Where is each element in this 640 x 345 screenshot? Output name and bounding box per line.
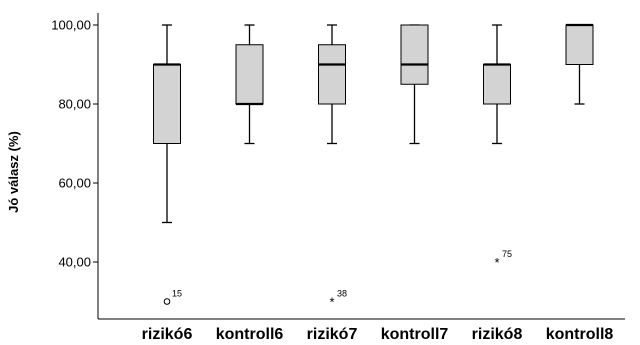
x-tick-label-rizikó6: rizikó6 xyxy=(142,326,193,343)
x-tick-label-kontroll7: kontroll7 xyxy=(381,326,449,343)
outlier-38: *38 xyxy=(329,289,347,310)
y-axis-label: Jó válasz (%) xyxy=(6,131,21,213)
outlier-marker xyxy=(163,298,171,305)
outlier-15: 15 xyxy=(163,289,182,305)
outlier-label: 15 xyxy=(172,289,182,299)
x-tick-label-rizikó8: rizikó8 xyxy=(472,326,523,343)
box-kontroll7 xyxy=(400,24,429,145)
iqr-box xyxy=(400,24,429,85)
box-kontroll6 xyxy=(235,24,264,145)
box-rizikó8 xyxy=(483,24,511,145)
y-tick-label: 80,00 xyxy=(58,97,91,112)
iqr-box xyxy=(565,24,594,65)
x-tick-label-rizikó7: rizikó7 xyxy=(307,326,358,343)
box-rizikó7 xyxy=(318,24,346,145)
outlier-label: 75 xyxy=(502,249,512,259)
iqr-box xyxy=(483,64,511,105)
x-axis-labels: rizikó6 kontroll6 rizikó7 kontroll7 rizikó8 k… xyxy=(142,326,614,343)
y-tick-label: 60,00 xyxy=(58,176,91,191)
box-series xyxy=(153,23,594,224)
axes: 40,00 60,00 80,00 100,00 xyxy=(51,13,625,320)
outlier-points: 15*38*75 xyxy=(163,249,512,310)
y-tick-label: 100,00 xyxy=(51,18,91,33)
outlier-label: 38 xyxy=(337,289,347,299)
box-kontroll8 xyxy=(565,23,594,105)
iqr-box xyxy=(153,64,181,144)
outlier-marker: * xyxy=(494,255,499,270)
box-rizikó6 xyxy=(153,24,181,224)
outlier-75: *75 xyxy=(494,249,512,270)
x-tick-label-kontroll8: kontroll8 xyxy=(546,326,614,343)
x-tick-label-kontroll6: kontroll6 xyxy=(216,326,284,343)
iqr-box xyxy=(235,44,264,105)
iqr-box xyxy=(318,44,346,105)
y-tick-label: 40,00 xyxy=(58,255,91,270)
outlier-marker: * xyxy=(329,295,334,310)
